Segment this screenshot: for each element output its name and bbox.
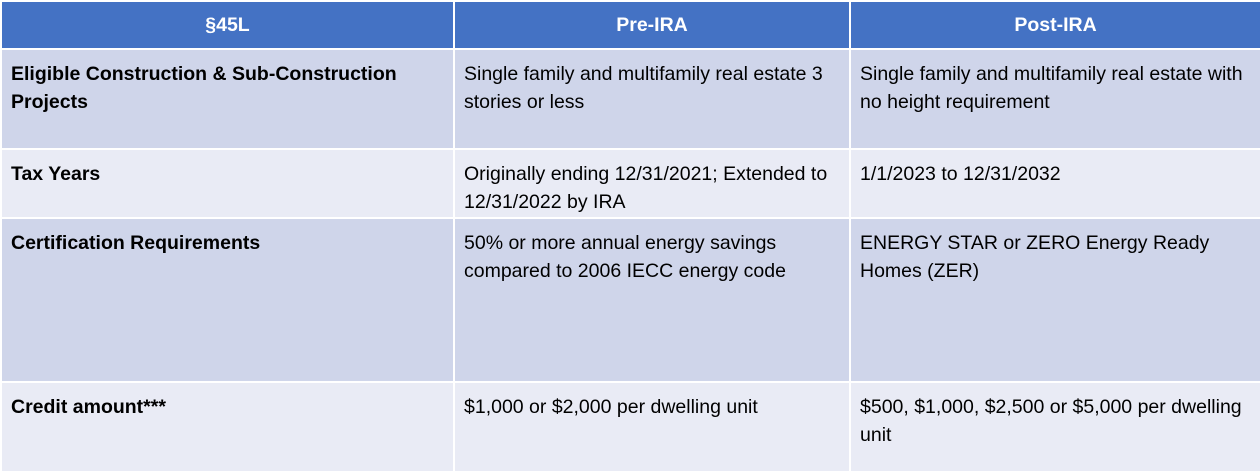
row-label: Eligible Construction & Sub-Construction… xyxy=(0,48,455,150)
table-cell: ENERGY STAR or ZERO Energy Ready Homes (… xyxy=(849,217,1260,383)
table-row: Eligible Construction & Sub-Construction… xyxy=(0,48,1260,150)
header-cell: Post-IRA xyxy=(849,0,1260,50)
row-label: Tax Years xyxy=(0,148,455,219)
table-cell: 1/1/2023 to 12/31/2032 xyxy=(849,148,1260,219)
row-label: Certification Requirements xyxy=(0,217,455,383)
header-cell: §45L xyxy=(0,0,455,50)
table-cell: $1,000 or $2,000 per dwelling unit xyxy=(453,381,851,473)
table-row: Certification Requirements 50% or more an… xyxy=(0,217,1260,383)
table-cell: 50% or more annual energy savings compar… xyxy=(453,217,851,383)
table-cell: Originally ending 12/31/2021; Extended t… xyxy=(453,148,851,219)
table-cell: Single family and multifamily real estat… xyxy=(849,48,1260,150)
table-row: Credit amount*** $1,000 or $2,000 per dwe… xyxy=(0,381,1260,473)
table-body: Eligible Construction & Sub-Construction… xyxy=(0,48,1260,473)
row-label: Credit amount*** xyxy=(0,381,455,473)
header-cell: Pre-IRA xyxy=(453,0,851,50)
table-cell: Single family and multifamily real estat… xyxy=(453,48,851,150)
table-row: Tax Years Originally ending 12/31/2021; E… xyxy=(0,148,1260,219)
header-row: §45L Pre-IRA Post-IRA xyxy=(0,0,1260,50)
table-cell: $500, $1,000, $2,500 or $5,000 per dwell… xyxy=(849,381,1260,473)
